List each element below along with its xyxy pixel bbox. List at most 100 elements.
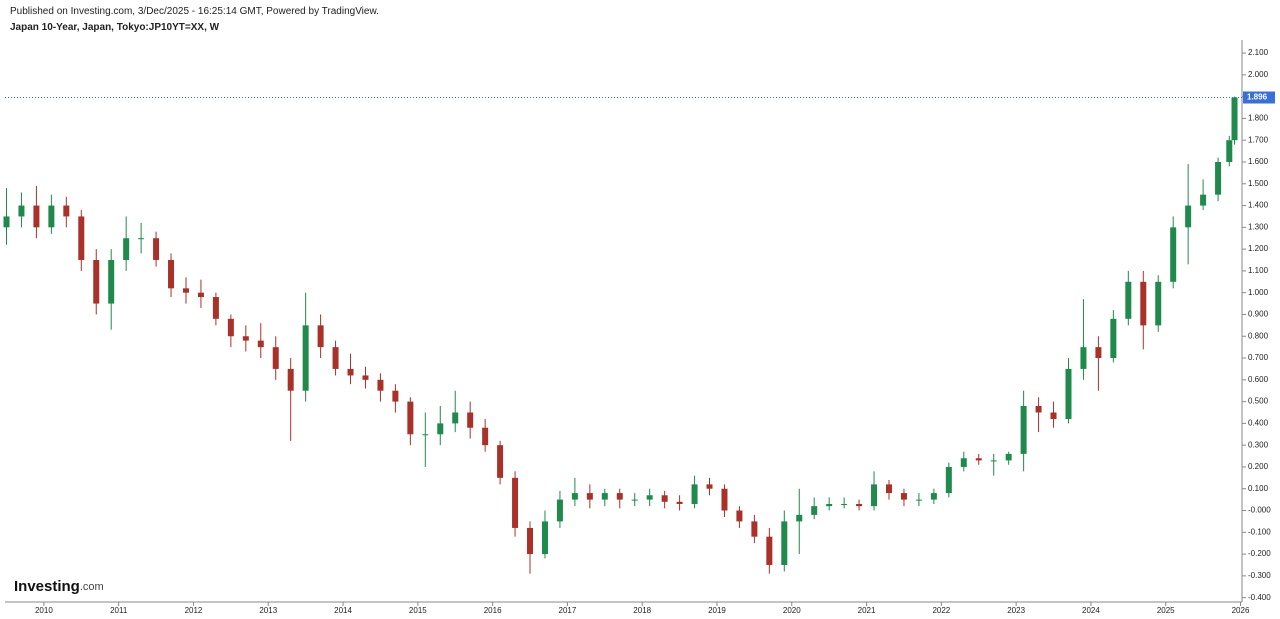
- y-tick-label: 1.100: [1248, 266, 1269, 275]
- candle-body: [1140, 281, 1147, 326]
- candle-body: [1080, 347, 1087, 369]
- candle-body: [182, 288, 189, 293]
- candle-body: [332, 347, 339, 369]
- x-tick-label: 2019: [708, 606, 726, 615]
- candle-body: [646, 495, 653, 500]
- candle-body: [1155, 281, 1162, 326]
- candle-body: [422, 434, 429, 436]
- x-tick-label: 2021: [858, 606, 876, 615]
- candle-body: [1095, 347, 1102, 359]
- candle-body: [482, 427, 489, 446]
- candle-body: [856, 503, 863, 507]
- candle-body: [900, 493, 907, 500]
- candle-body: [930, 493, 937, 500]
- y-tick-label: 1.200: [1248, 244, 1269, 253]
- instrument-title: Japan 10-Year, Japan, Tokyo:JP10YT=XX, W: [10, 22, 220, 33]
- x-tick-label: 2018: [633, 606, 651, 615]
- published-note: Published on Investing.com, 3/Dec/2025 -…: [10, 6, 379, 17]
- candle-body: [1170, 227, 1177, 282]
- candle-body: [467, 412, 474, 428]
- candle-body: [1231, 97, 1238, 141]
- y-tick-label: 1.800: [1248, 114, 1269, 123]
- candle-body: [242, 336, 249, 341]
- price-label: 1.896: [1247, 93, 1268, 102]
- candle-body: [781, 521, 788, 565]
- candle-body: [736, 510, 743, 522]
- candle-body: [571, 493, 578, 500]
- y-tick-label: 0.400: [1248, 418, 1269, 427]
- y-tick-label: 0.800: [1248, 331, 1269, 340]
- y-tick-label: -0.100: [1248, 527, 1271, 536]
- y-tick-label: 0.700: [1248, 353, 1269, 362]
- candle-body: [93, 260, 100, 304]
- candle-body: [541, 521, 548, 555]
- candle-body: [1065, 368, 1072, 420]
- candle-body: [302, 325, 309, 391]
- y-tick-label: 1.500: [1248, 179, 1269, 188]
- candle-body: [766, 536, 773, 565]
- candle-body: [826, 503, 833, 507]
- candle-body: [751, 521, 758, 537]
- candle-body: [168, 260, 175, 289]
- candle-body: [78, 216, 85, 261]
- y-tick-label: 0.600: [1248, 375, 1269, 384]
- logo-suffix: .com: [80, 581, 104, 593]
- candle-body: [871, 484, 878, 507]
- candle-body: [1125, 281, 1132, 319]
- candle-body: [347, 368, 354, 376]
- candle-body: [3, 216, 10, 228]
- candle-body: [945, 466, 952, 494]
- candle-body: [841, 503, 848, 505]
- x-tick-label: 2014: [334, 606, 352, 615]
- candle-body: [1035, 405, 1042, 413]
- candle-body: [33, 205, 40, 228]
- y-tick-label: 0.200: [1248, 462, 1269, 471]
- y-tick-label: -0.000: [1248, 506, 1271, 515]
- candle-body: [676, 501, 683, 504]
- candle-body: [706, 484, 713, 489]
- candle-body: [661, 495, 668, 502]
- candle-body: [1185, 205, 1192, 228]
- x-tick-label: 2012: [185, 606, 203, 615]
- candle-body: [18, 205, 25, 217]
- x-tick-label: 2013: [259, 606, 277, 615]
- x-tick-label: 2016: [484, 606, 502, 615]
- x-tick-label: 2017: [559, 606, 577, 615]
- candle-body: [1020, 405, 1027, 454]
- y-tick-label: 0.500: [1248, 397, 1269, 406]
- x-tick-label: 2015: [409, 606, 427, 615]
- candle-body: [138, 238, 145, 240]
- candle-body: [452, 412, 459, 424]
- candle-body: [1215, 161, 1222, 195]
- candle-body: [272, 347, 279, 369]
- candle-body: [915, 499, 922, 501]
- candle-body: [212, 297, 219, 319]
- candle-body: [960, 458, 967, 467]
- candle-body: [1200, 194, 1207, 206]
- x-tick-label: 2010: [35, 606, 53, 615]
- candle-body: [48, 205, 55, 228]
- candle-body: [377, 379, 384, 391]
- x-tick-label: 2026: [1232, 606, 1250, 615]
- candle-body: [153, 238, 160, 261]
- candle-body: [392, 390, 399, 402]
- candle-body: [796, 514, 803, 522]
- candle-body: [885, 484, 892, 494]
- candle-body: [287, 368, 294, 391]
- y-tick-label: -0.300: [1248, 571, 1271, 580]
- candle-body: [1226, 140, 1233, 162]
- y-tick-label: 0.100: [1248, 484, 1269, 493]
- candle-body: [108, 260, 115, 304]
- logo: Investing.com: [14, 578, 104, 595]
- x-tick-label: 2024: [1082, 606, 1100, 615]
- y-tick-label: -0.200: [1248, 549, 1271, 558]
- candle-body: [63, 205, 70, 217]
- candle-body: [497, 445, 504, 478]
- x-tick-label: 2011: [110, 606, 128, 615]
- candle-body: [362, 375, 369, 380]
- candle-body: [811, 506, 818, 515]
- candle-body: [257, 340, 264, 348]
- candle-body: [616, 493, 623, 500]
